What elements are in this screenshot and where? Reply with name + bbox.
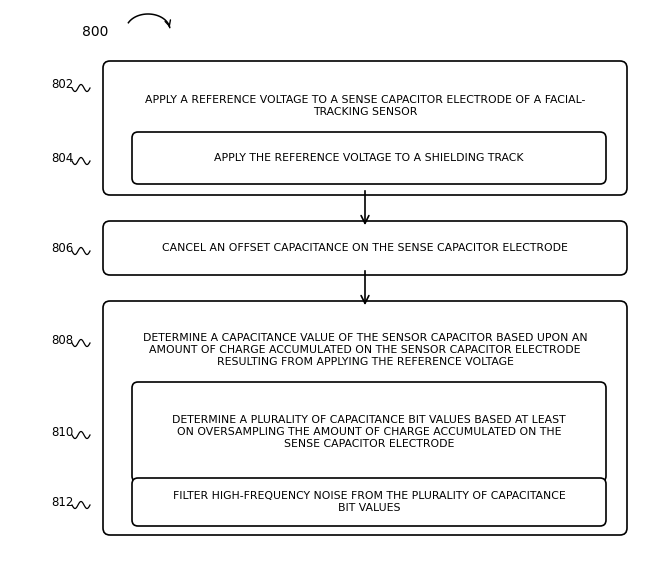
- FancyBboxPatch shape: [103, 221, 627, 275]
- Text: 808: 808: [51, 333, 73, 347]
- Text: DETERMINE A CAPACITANCE VALUE OF THE SENSOR CAPACITOR BASED UPON AN
AMOUNT OF CH: DETERMINE A CAPACITANCE VALUE OF THE SEN…: [143, 333, 588, 366]
- FancyBboxPatch shape: [132, 132, 606, 184]
- Text: 810: 810: [51, 425, 73, 438]
- Text: DETERMINE A PLURALITY OF CAPACITANCE BIT VALUES BASED AT LEAST
ON OVERSAMPLING T: DETERMINE A PLURALITY OF CAPACITANCE BIT…: [172, 415, 566, 448]
- FancyBboxPatch shape: [103, 61, 627, 195]
- Text: APPLY THE REFERENCE VOLTAGE TO A SHIELDING TRACK: APPLY THE REFERENCE VOLTAGE TO A SHIELDI…: [214, 153, 524, 163]
- Text: 812: 812: [51, 496, 73, 509]
- Text: 802: 802: [51, 79, 73, 92]
- Text: 806: 806: [51, 242, 73, 255]
- FancyBboxPatch shape: [132, 382, 606, 482]
- Text: FILTER HIGH-FREQUENCY NOISE FROM THE PLURALITY OF CAPACITANCE
BIT VALUES: FILTER HIGH-FREQUENCY NOISE FROM THE PLU…: [173, 491, 565, 513]
- Text: CANCEL AN OFFSET CAPACITANCE ON THE SENSE CAPACITOR ELECTRODE: CANCEL AN OFFSET CAPACITANCE ON THE SENS…: [162, 243, 568, 253]
- FancyBboxPatch shape: [103, 301, 627, 535]
- Text: 804: 804: [51, 152, 73, 165]
- Text: APPLY A REFERENCE VOLTAGE TO A SENSE CAPACITOR ELECTRODE OF A FACIAL-
TRACKING S: APPLY A REFERENCE VOLTAGE TO A SENSE CAP…: [145, 95, 585, 117]
- FancyBboxPatch shape: [132, 478, 606, 526]
- Text: 800: 800: [82, 25, 108, 39]
